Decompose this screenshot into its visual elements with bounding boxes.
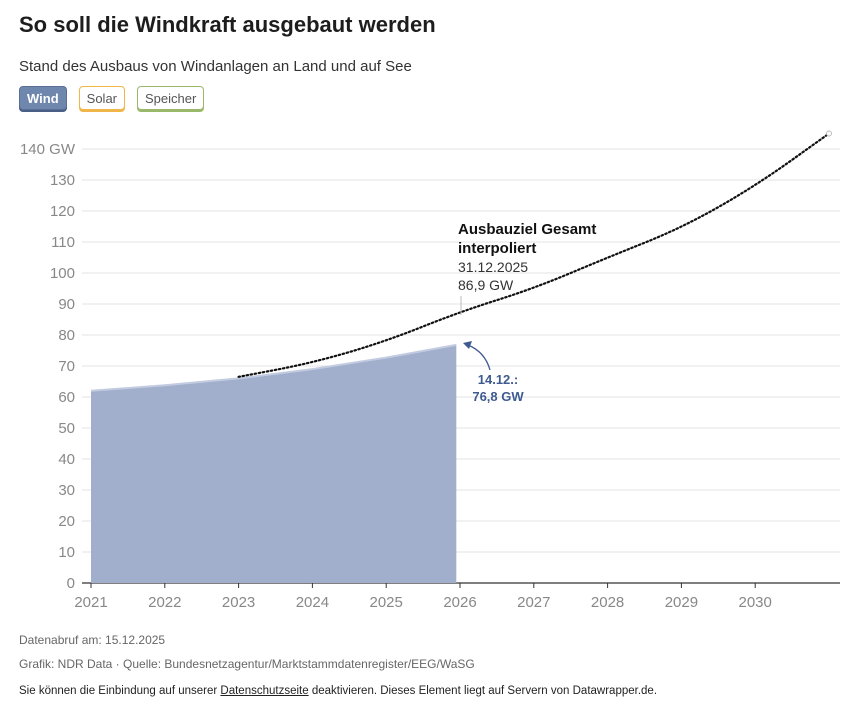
annotation-target-title: Ausbauziel Gesamt <box>458 221 596 238</box>
annotation-current-value: 76,8 GW <box>472 389 524 404</box>
y-tick-label: 140 GW <box>20 141 76 158</box>
tab-solar[interactable]: Solar <box>78 86 126 110</box>
annotation-target-subtitle: interpoliert <box>458 240 536 257</box>
tab-wind[interactable]: Wind <box>19 86 67 110</box>
y-tick-label: 50 <box>58 420 75 437</box>
x-tick-label: 2026 <box>443 594 476 611</box>
tab-speicher[interactable]: Speicher <box>137 86 205 110</box>
y-tick-label: 130 <box>50 172 75 189</box>
x-tick-label: 2028 <box>591 594 624 611</box>
privacy-suffix: deaktivieren. Dieses Element liegt auf S… <box>311 685 658 697</box>
privacy-prefix: Sie können die Einbindung auf unserer <box>19 685 218 697</box>
annotations: Ausbauziel Gesamt interpoliert 31.12.2025 8… <box>458 221 596 404</box>
y-tick-label: 110 <box>51 234 75 251</box>
y-tick-label: 40 <box>58 451 75 468</box>
y-tick-label: 90 <box>58 296 75 313</box>
source-credit: Grafik: NDR Data · Quelle: Bundesnetzage… <box>19 657 475 671</box>
retrieval-date: Datenabruf am: 15.12.2025 <box>19 633 166 647</box>
target-series <box>237 130 832 378</box>
annotation-current-arrow <box>467 344 491 371</box>
target-end-marker <box>826 130 832 137</box>
privacy-notice: Sie können die Einbindung auf unserer Da… <box>19 685 657 697</box>
y-tick-label: 100 <box>50 265 75 282</box>
area-series <box>90 343 457 583</box>
y-tick-label: 30 <box>58 482 75 499</box>
y-tick-label: 80 <box>58 327 75 344</box>
annotation-target-date: 31.12.2025 <box>458 259 528 275</box>
annotation-current-date: 14.12.: <box>478 372 518 387</box>
x-tick-label: 2030 <box>739 594 772 611</box>
y-tick-label: 70 <box>58 358 75 375</box>
y-tick-label: 20 <box>58 513 75 530</box>
x-tick-label: 2023 <box>222 594 255 611</box>
x-tick-label: 2024 <box>296 594 329 611</box>
wind-area-fill <box>91 344 457 583</box>
x-tick-label: 2021 <box>74 594 107 611</box>
chart-title: So soll die Windkraft ausgebaut werden <box>19 12 436 37</box>
annotation-target-value: 86,9 GW <box>458 277 514 293</box>
x-tick-label: 2027 <box>517 594 550 611</box>
wind-area-line <box>90 343 457 392</box>
privacy-link[interactable]: Datenschutzseite <box>220 685 309 697</box>
category-tabs: Wind Solar Speicher <box>19 86 205 110</box>
y-tick-label: 10 <box>58 544 75 561</box>
x-tick-label: 2029 <box>665 594 698 611</box>
chart-subtitle: Stand des Ausbaus von Windanlagen an Lan… <box>19 58 412 75</box>
x-tick-label: 2025 <box>370 594 403 611</box>
target-dotted-line <box>237 132 831 378</box>
y-tick-label: 60 <box>58 389 75 406</box>
x-tick-label: 2022 <box>148 594 181 611</box>
y-tick-label: 120 <box>50 203 75 220</box>
annotation-current-arrowhead <box>463 341 472 349</box>
y-tick-label: 0 <box>67 575 75 592</box>
